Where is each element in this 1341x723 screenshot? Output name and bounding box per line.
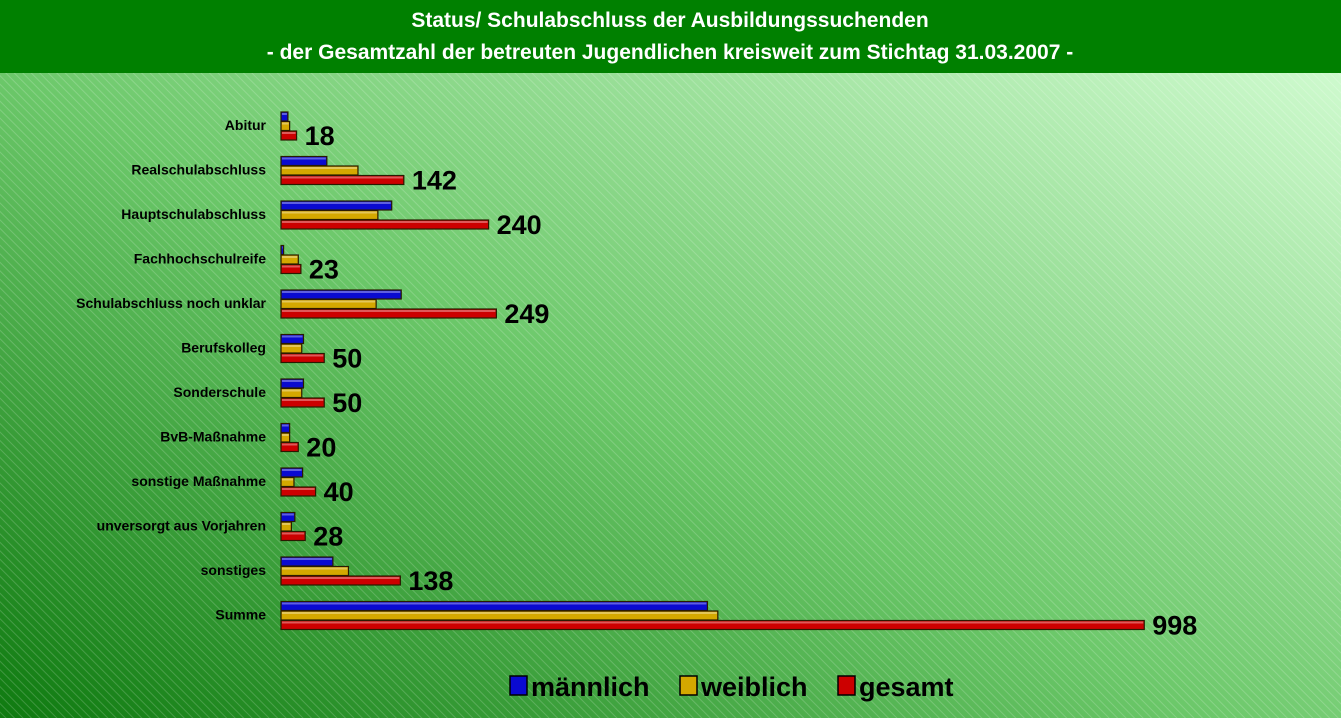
bar-highlight bbox=[282, 424, 289, 427]
category-label: Abitur bbox=[225, 117, 267, 133]
bar-highlight bbox=[282, 478, 293, 481]
bar bbox=[280, 130, 298, 141]
chart-title: Status/ Schulabschluss der Ausbildungssu… bbox=[411, 9, 928, 32]
value-label: 142 bbox=[412, 166, 457, 196]
bar bbox=[280, 219, 490, 230]
value-label: 40 bbox=[324, 477, 354, 507]
bar-highlight bbox=[282, 621, 1144, 624]
category-label: Summe bbox=[215, 607, 266, 623]
bar-highlight bbox=[282, 300, 376, 303]
bar-highlight bbox=[282, 567, 348, 570]
bar-highlight bbox=[282, 122, 289, 125]
bar-highlight bbox=[282, 221, 488, 223]
value-label: 249 bbox=[504, 299, 549, 329]
value-label: 20 bbox=[306, 433, 336, 463]
bar-highlight bbox=[282, 113, 287, 115]
bar bbox=[280, 397, 325, 408]
legend-swatch bbox=[837, 675, 856, 696]
value-label: 138 bbox=[408, 566, 453, 596]
bar-highlight bbox=[282, 335, 303, 338]
bar-highlight bbox=[282, 612, 717, 614]
bar bbox=[280, 619, 1145, 631]
bar-highlight bbox=[282, 602, 707, 605]
category-label: Berufskolleg bbox=[181, 340, 266, 356]
bar-highlight bbox=[282, 202, 391, 204]
category-label: sonstige Maßnahme bbox=[131, 473, 266, 489]
legend-swatch bbox=[679, 675, 698, 696]
bar bbox=[280, 486, 317, 497]
category-label: sonstiges bbox=[201, 562, 267, 578]
legend-label: weiblich bbox=[700, 672, 808, 702]
value-label: 50 bbox=[332, 344, 362, 374]
legend-label: gesamt bbox=[859, 672, 954, 702]
bar-highlight bbox=[282, 577, 400, 579]
bar bbox=[280, 530, 306, 542]
bar-highlight bbox=[282, 345, 301, 347]
category-label: Sonderschule bbox=[173, 384, 266, 400]
bar bbox=[280, 308, 497, 319]
bar bbox=[280, 263, 302, 275]
legend-swatch bbox=[509, 675, 528, 696]
bar-highlight bbox=[282, 389, 301, 392]
bar-highlight bbox=[282, 354, 324, 357]
category-label: Realschulabschluss bbox=[131, 162, 266, 178]
bar-highlight bbox=[282, 399, 324, 401]
bar-highlight bbox=[282, 469, 302, 471]
bar-highlight bbox=[282, 265, 300, 268]
category-label: Schulabschluss noch unklar bbox=[76, 295, 266, 311]
bar bbox=[280, 352, 325, 364]
category-label: Fachhochschulreife bbox=[134, 251, 266, 267]
value-label: 23 bbox=[309, 255, 339, 285]
category-label: unversorgt aus Vorjahren bbox=[97, 518, 266, 534]
value-label: 18 bbox=[305, 121, 335, 151]
bar-highlight bbox=[282, 157, 326, 160]
value-label: 240 bbox=[497, 210, 542, 240]
bar-highlight bbox=[282, 310, 496, 312]
category-label: Hauptschulabschluss bbox=[121, 206, 266, 222]
bar-highlight bbox=[282, 532, 305, 535]
value-label: 998 bbox=[1152, 611, 1197, 641]
bar bbox=[280, 174, 405, 186]
bar-highlight bbox=[282, 443, 298, 446]
legend-label: männlich bbox=[531, 672, 650, 702]
bar bbox=[280, 575, 401, 586]
chart-subtitle: - der Gesamtzahl der betreuten Jugendlic… bbox=[267, 41, 1073, 64]
category-label: BvB-Maßnahme bbox=[160, 429, 266, 445]
bar-highlight bbox=[282, 434, 289, 436]
value-label: 28 bbox=[313, 522, 343, 552]
bar-highlight bbox=[282, 558, 332, 560]
bar-highlight bbox=[282, 513, 294, 516]
bar-highlight bbox=[282, 291, 401, 293]
bar bbox=[280, 441, 299, 453]
bar-highlight bbox=[282, 176, 403, 179]
bar-highlight bbox=[282, 211, 377, 214]
bar-highlight bbox=[282, 132, 296, 134]
legend: männlich weiblich gesamt bbox=[509, 672, 954, 702]
bar-highlight bbox=[282, 167, 357, 169]
bar-highlight bbox=[282, 246, 283, 249]
bar-highlight bbox=[282, 488, 315, 490]
title-banner bbox=[0, 0, 1341, 73]
bar-highlight bbox=[282, 256, 298, 258]
bar-highlight bbox=[282, 380, 303, 382]
value-label: 50 bbox=[332, 388, 362, 418]
bar-highlight bbox=[282, 523, 291, 525]
plot: Abitur 18 Realschulabschluss 142 Hauptschula… bbox=[76, 111, 1197, 641]
